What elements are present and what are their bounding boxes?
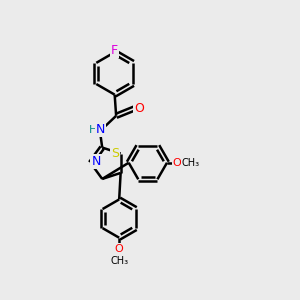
Text: S: S [111,147,119,160]
Text: O: O [115,244,124,254]
Text: O: O [134,102,144,115]
Text: N: N [92,155,101,168]
Text: CH₃: CH₃ [110,256,128,266]
Text: CH₃: CH₃ [182,158,200,168]
Text: N: N [96,123,105,136]
Text: H: H [88,125,97,135]
Text: O: O [172,158,182,168]
Text: F: F [111,44,118,57]
